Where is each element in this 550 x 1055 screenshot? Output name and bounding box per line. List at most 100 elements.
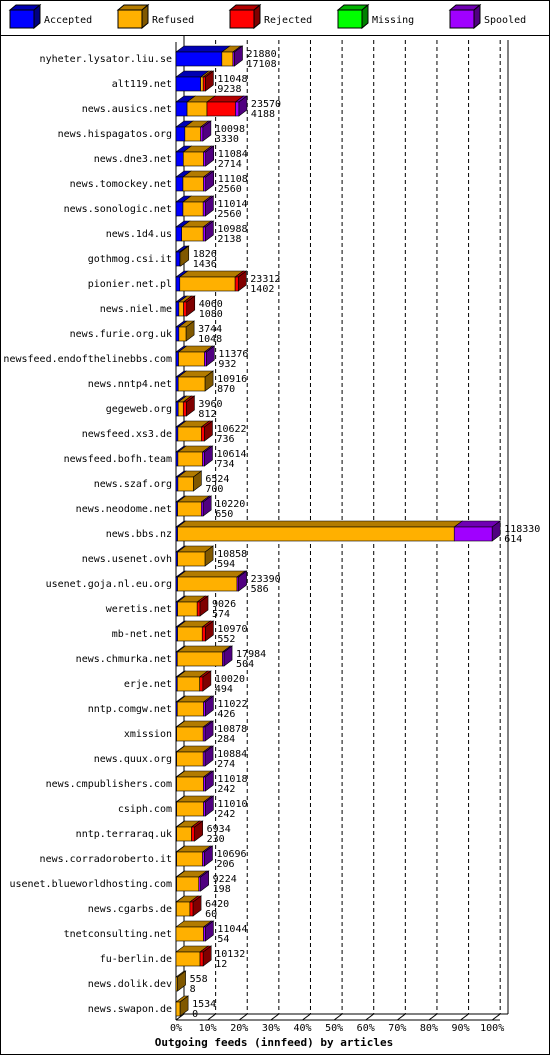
bar <box>186 101 208 117</box>
bar-side <box>237 270 247 292</box>
bar <box>175 376 179 392</box>
bar <box>175 101 188 117</box>
value-label-accepted: 736 <box>216 434 234 445</box>
value-label-accepted: 4188 <box>251 109 275 120</box>
y-tick-label: alt119.net <box>112 79 172 90</box>
value-label-offered: 1826 <box>193 249 217 260</box>
bar <box>176 851 203 867</box>
legend-swatch <box>9 9 35 29</box>
x-tick <box>397 1013 406 1021</box>
y-tick-label: usenet.goja.nl.eu.org <box>46 579 172 590</box>
value-label-accepted: 734 <box>216 459 234 470</box>
legend-label: Refused <box>152 15 194 26</box>
value-label-accepted: 198 <box>213 884 231 895</box>
value-label-accepted: 614 <box>504 534 522 545</box>
bar-side <box>234 45 243 67</box>
y-tick-label: news.bbs.nz <box>106 529 172 540</box>
value-label-offered: 10098 <box>215 124 245 135</box>
bar <box>179 276 236 292</box>
bar-side <box>204 845 213 867</box>
value-label-accepted: 2560 <box>218 184 242 195</box>
value-label-offered: 10988 <box>217 224 247 235</box>
bar-side <box>204 445 213 467</box>
x-tick-label: 70% <box>388 1023 406 1034</box>
bar-side <box>205 70 214 92</box>
value-label-offered: 11376 <box>218 349 248 360</box>
bar-top <box>178 270 245 278</box>
bar <box>175 76 201 92</box>
x-tick-label: 10% <box>199 1023 217 1034</box>
bar <box>177 376 206 392</box>
bar-side <box>180 245 190 267</box>
bar <box>177 551 206 567</box>
value-label-accepted: 552 <box>217 634 235 645</box>
bar <box>175 226 182 242</box>
y-tick-label: news.usenet.ovh <box>82 554 172 565</box>
bar <box>175 401 179 417</box>
value-label-offered: 10020 <box>215 674 245 685</box>
bar <box>202 201 206 217</box>
value-label-accepted: 650 <box>215 509 233 520</box>
bar-side <box>200 870 209 892</box>
value-label-offered: 4060 <box>199 299 223 310</box>
bar-side <box>199 595 209 617</box>
bar-side <box>205 770 214 792</box>
x-tick <box>428 1013 438 1021</box>
value-label-accepted: 242 <box>217 809 235 820</box>
bar-side <box>205 620 214 642</box>
bar-side <box>204 420 213 442</box>
value-label-accepted: 274 <box>217 759 235 770</box>
bar <box>182 176 204 192</box>
bar-side <box>186 395 195 417</box>
bar-side <box>205 695 214 717</box>
y-tick-label: news.furie.org.uk <box>70 329 172 340</box>
value-label-offered: 6934 <box>207 824 231 835</box>
value-label-accepted: 284 <box>217 734 235 745</box>
bar <box>177 451 203 467</box>
value-label-offered: 11084 <box>218 149 248 160</box>
x-tick <box>460 1013 469 1021</box>
bar-side <box>205 195 214 217</box>
y-tick-label: news.neodome.net <box>76 504 172 515</box>
value-label-offered: 558 <box>190 974 208 985</box>
bar-side <box>206 345 215 367</box>
bar <box>178 301 184 317</box>
value-label-accepted: 594 <box>217 559 235 570</box>
value-label-offered: 3960 <box>198 399 222 410</box>
bar <box>175 51 223 67</box>
bar <box>200 76 204 92</box>
bar <box>175 351 179 367</box>
y-tick-label: news.szaf.org <box>94 479 172 490</box>
value-label-offered: 23312 <box>250 274 280 285</box>
bar <box>176 901 191 917</box>
bar-side <box>202 120 212 142</box>
value-label-accepted: 1436 <box>193 259 217 270</box>
bar <box>199 951 204 967</box>
bar <box>202 226 206 242</box>
y-tick-label: mb-net.net <box>112 629 172 640</box>
x-tick <box>207 1013 216 1021</box>
y-tick-label: newsfeed.endofthelinebbs.com <box>3 354 172 365</box>
bar <box>189 901 194 917</box>
y-tick-label: tnetconsulting.net <box>64 929 172 940</box>
value-label-accepted: 700 <box>205 484 223 495</box>
bar-top <box>175 45 231 53</box>
y-tick-label: news.sonologic.net <box>64 204 172 215</box>
bar-side <box>202 495 212 517</box>
x-tick <box>333 1013 343 1021</box>
x-tick <box>302 1013 311 1021</box>
bar <box>177 501 202 517</box>
bar <box>175 251 181 267</box>
bar <box>191 826 195 842</box>
value-label-offered: 11010 <box>217 799 247 810</box>
value-label-accepted: 2560 <box>217 209 241 220</box>
bar <box>176 801 204 817</box>
bar-top <box>176 520 464 528</box>
legend-label: Spooled <box>484 15 526 26</box>
y-tick-label: news.cgarbs.de <box>88 904 172 915</box>
bar <box>202 76 206 92</box>
y-tick-label: news.tomockey.net <box>70 179 172 190</box>
bar <box>178 351 205 367</box>
value-label-accepted: 0 <box>192 1009 198 1020</box>
